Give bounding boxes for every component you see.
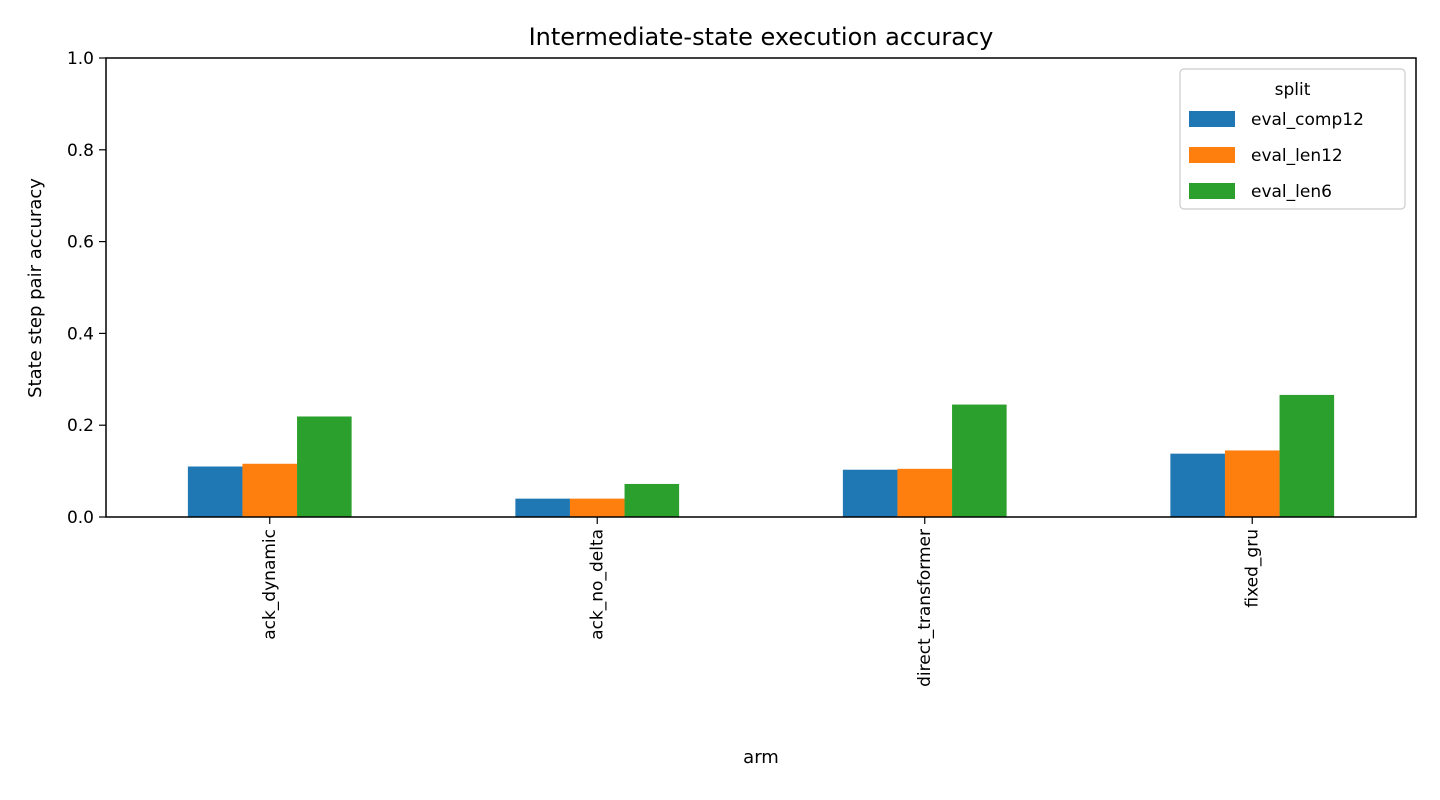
legend-label-eval_len6: eval_len6: [1251, 182, 1332, 202]
bar-eval_len6-ack_no_delta: [624, 483, 680, 517]
y-tick-label-1: 0.2: [67, 416, 94, 436]
legend-title: split: [1275, 80, 1311, 100]
y-tick-label-4: 0.8: [67, 141, 94, 161]
x-tick-label-ack_no_delta: ack_no_delta: [587, 529, 607, 640]
bar-eval_len6-ack_dynamic: [297, 416, 352, 517]
plot-frame: [105, 57, 1417, 518]
y-tick-label-3: 0.6: [67, 233, 94, 253]
x-tick-label-fixed_gru: fixed_gru: [1242, 529, 1262, 608]
x-tick-label-ack_dynamic: ack_dynamic: [260, 529, 280, 640]
bar-eval_comp12-ack_dynamic: [187, 466, 243, 517]
chart-title: Intermediate-state execution accuracy: [529, 23, 994, 51]
x-axis-label: arm: [743, 747, 779, 768]
bar-eval_len12-ack_no_delta: [569, 498, 625, 517]
bar-eval_len12-fixed_gru: [1224, 450, 1280, 517]
legend-label-eval_len12: eval_len12: [1251, 146, 1343, 166]
legend-swatch-eval_comp12: [1189, 111, 1235, 127]
legend-swatch-eval_len6: [1189, 183, 1235, 199]
bar-eval_comp12-fixed_gru: [1170, 453, 1225, 517]
y-tick-label-0: 0.0: [67, 508, 94, 528]
plot-layer: 0.0 0.2 0.4 0.6 0.8 1.0 ack_dynamic ack_no_delt…: [67, 49, 1417, 687]
bar-eval_len6-fixed_gru: [1279, 394, 1335, 517]
bar-eval_len12-direct_transformer: [897, 468, 953, 517]
x-tick-label-direct_transformer: direct_transformer: [915, 529, 935, 687]
bar-eval_comp12-direct_transformer: [842, 469, 898, 517]
legend-swatch-eval_len12: [1189, 147, 1235, 163]
y-axis-label: State step pair accuracy: [25, 178, 46, 398]
bar-eval_len12-ack_dynamic: [242, 463, 298, 517]
bar-eval_len6-direct_transformer: [952, 404, 1007, 517]
y-tick-label-2: 0.4: [67, 324, 94, 344]
bar-eval_comp12-ack_no_delta: [515, 498, 570, 517]
legend-label-eval_comp12: eval_comp12: [1251, 110, 1364, 130]
legend-box: [1179, 68, 1406, 210]
y-tick-label-5: 1.0: [67, 49, 94, 69]
